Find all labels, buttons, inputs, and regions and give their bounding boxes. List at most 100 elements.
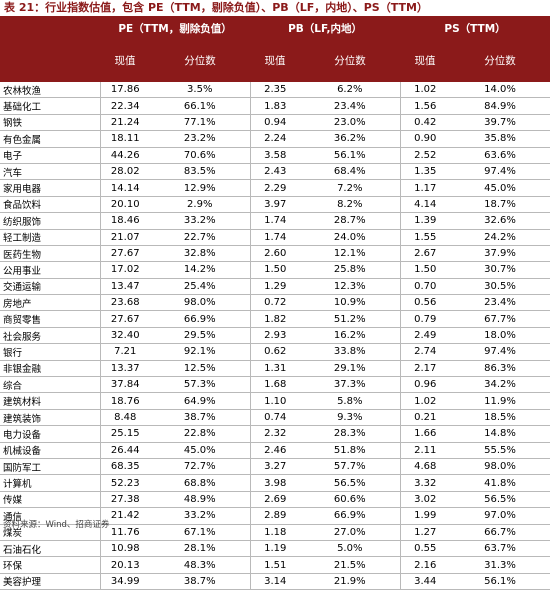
cell-pb-value: 1.10 bbox=[249, 392, 301, 410]
cell-pe-percentile: 33.2% bbox=[150, 507, 251, 525]
header-industry-blank bbox=[0, 18, 100, 38]
table-row: 机械设备 26.44 45.0% 2.46 51.8% 2.11 55.5% bbox=[0, 442, 550, 459]
cell-pb-percentile: 10.9% bbox=[300, 294, 401, 312]
cell-pe-value: 21.42 bbox=[99, 507, 150, 525]
cell-ps-value: 2.49 bbox=[399, 327, 451, 345]
cell-pb-value: 2.93 bbox=[249, 327, 301, 345]
cell-pb-percentile: 60.6% bbox=[300, 491, 401, 509]
cell-ps-value: 1.35 bbox=[399, 163, 451, 181]
header-pe-percentile: 分位数 bbox=[150, 38, 251, 82]
cell-pb-value: 1.29 bbox=[249, 278, 301, 296]
cell-pb-percentile: 23.4% bbox=[300, 97, 401, 115]
cell-pe-percentile: 48.3% bbox=[150, 556, 251, 574]
table-row: 电子 44.26 70.6% 3.58 56.1% 2.52 63.6% bbox=[0, 147, 550, 164]
cell-industry: 农林牧渔 bbox=[0, 82, 100, 99]
cell-pe-percentile: 66.9% bbox=[150, 310, 251, 328]
cell-pe-percentile: 64.9% bbox=[150, 392, 251, 410]
cell-industry: 医药生物 bbox=[0, 245, 100, 263]
table-row: 综合 37.84 57.3% 1.68 37.3% 0.96 34.2% bbox=[0, 376, 550, 394]
cell-pb-value: 2.43 bbox=[249, 163, 301, 181]
cell-ps-percentile: 98.0% bbox=[450, 458, 550, 476]
cell-industry: 家用电器 bbox=[0, 179, 100, 197]
cell-ps-percentile: 67.7% bbox=[450, 310, 550, 328]
header-pb-value: 现值 bbox=[250, 38, 301, 82]
cell-pb-value: 2.46 bbox=[249, 442, 301, 459]
cell-industry: 通信 bbox=[0, 507, 100, 525]
table-row: 传媒 27.38 48.9% 2.69 60.6% 3.02 56.5% bbox=[0, 491, 550, 509]
header-ps-value: 现值 bbox=[400, 38, 451, 82]
cell-pb-percentile: 28.7% bbox=[300, 212, 401, 230]
cell-pb-percentile: 28.3% bbox=[300, 425, 401, 443]
cell-pb-value: 2.24 bbox=[249, 130, 301, 148]
cell-ps-percentile: 63.7% bbox=[450, 540, 550, 558]
cell-pb-value: 3.97 bbox=[249, 196, 301, 214]
cell-ps-value: 1.39 bbox=[399, 212, 451, 230]
cell-pb-value: 2.35 bbox=[249, 82, 301, 99]
table-row: 汽车 28.02 83.5% 2.43 68.4% 1.35 97.4% bbox=[0, 163, 550, 181]
table-row: 银行 7.21 92.1% 0.62 33.8% 2.74 97.4% bbox=[0, 343, 550, 361]
cell-pb-percentile: 21.9% bbox=[300, 573, 401, 590]
cell-pb-value: 1.82 bbox=[249, 310, 301, 328]
cell-pe-value: 17.86 bbox=[99, 82, 150, 99]
cell-pe-percentile: 23.2% bbox=[150, 130, 251, 148]
cell-industry: 传媒 bbox=[0, 491, 100, 509]
cell-pb-percentile: 7.2% bbox=[300, 179, 401, 197]
table-row: 交通运输 13.47 25.4% 1.29 12.3% 0.70 30.5% bbox=[0, 278, 550, 296]
cell-ps-percentile: 55.5% bbox=[450, 442, 550, 459]
cell-pb-value: 1.83 bbox=[249, 97, 301, 115]
cell-ps-percentile: 24.2% bbox=[450, 229, 550, 246]
table-row: 建筑装饰 8.48 38.7% 0.74 9.3% 0.21 18.5% bbox=[0, 409, 550, 427]
cell-pb-percentile: 23.0% bbox=[300, 114, 401, 132]
cell-pe-percentile: 3.5% bbox=[150, 82, 251, 99]
cell-pe-value: 25.15 bbox=[99, 425, 150, 443]
cell-ps-value: 1.27 bbox=[399, 524, 451, 541]
cell-pb-percentile: 51.8% bbox=[300, 442, 401, 459]
cell-ps-value: 0.21 bbox=[399, 409, 451, 427]
cell-ps-value: 0.90 bbox=[399, 130, 451, 148]
cell-pb-value: 0.62 bbox=[249, 343, 301, 361]
table-row: 公用事业 17.02 14.2% 1.50 25.8% 1.50 30.7% bbox=[0, 261, 550, 279]
header-ps: PS（TTM） bbox=[400, 18, 550, 38]
cell-ps-value: 1.02 bbox=[399, 392, 451, 410]
cell-pb-percentile: 8.2% bbox=[300, 196, 401, 214]
table-row: 农林牧渔 17.86 3.5% 2.35 6.2% 1.02 14.0% bbox=[0, 82, 550, 99]
cell-pe-value: 13.37 bbox=[99, 360, 150, 378]
cell-industry: 轻工制造 bbox=[0, 229, 100, 246]
cell-pe-percentile: 2.9% bbox=[150, 196, 251, 214]
header-pe-value: 现值 bbox=[100, 38, 150, 82]
header-pe: PE（TTM，剔除负值） bbox=[100, 18, 251, 38]
cell-pb-percentile: 27.0% bbox=[300, 524, 401, 541]
cell-ps-value: 2.11 bbox=[399, 442, 451, 459]
table-row: 计算机 52.23 68.8% 3.98 56.5% 3.32 41.8% bbox=[0, 474, 550, 492]
cell-pe-percentile: 12.9% bbox=[150, 179, 251, 197]
cell-pe-percentile: 22.8% bbox=[150, 425, 251, 443]
cell-ps-value: 1.50 bbox=[399, 261, 451, 279]
cell-ps-value: 3.44 bbox=[399, 573, 451, 590]
cell-pb-percentile: 25.8% bbox=[300, 261, 401, 279]
header-ps-percentile: 分位数 bbox=[450, 38, 550, 82]
cell-pb-percentile: 33.8% bbox=[300, 343, 401, 361]
cell-ps-percentile: 84.9% bbox=[450, 97, 550, 115]
table-row: 商贸零售 27.67 66.9% 1.82 51.2% 0.79 67.7% bbox=[0, 310, 550, 328]
cell-pe-value: 27.67 bbox=[99, 245, 150, 263]
cell-pe-percentile: 25.4% bbox=[150, 278, 251, 296]
table-row: 钢铁 21.24 77.1% 0.94 23.0% 0.42 39.7% bbox=[0, 114, 550, 132]
cell-pb-value: 2.89 bbox=[249, 507, 301, 525]
cell-pe-value: 21.07 bbox=[99, 229, 150, 246]
cell-industry: 综合 bbox=[0, 376, 100, 394]
cell-pe-value: 18.76 bbox=[99, 392, 150, 410]
table-row: 通信 21.42 33.2% 2.89 66.9% 1.99 97.0% bbox=[0, 507, 550, 525]
cell-pe-value: 26.44 bbox=[99, 442, 150, 459]
cell-industry: 公用事业 bbox=[0, 261, 100, 279]
cell-pb-percentile: 56.1% bbox=[300, 147, 401, 164]
cell-pb-value: 2.29 bbox=[249, 179, 301, 197]
cell-ps-value: 0.79 bbox=[399, 310, 451, 328]
cell-pb-value: 1.50 bbox=[249, 261, 301, 279]
cell-ps-percentile: 31.3% bbox=[450, 556, 550, 574]
cell-pb-percentile: 66.9% bbox=[300, 507, 401, 525]
table-row: 国防军工 68.35 72.7% 3.27 57.7% 4.68 98.0% bbox=[0, 458, 550, 476]
cell-ps-percentile: 41.8% bbox=[450, 474, 550, 492]
cell-pb-value: 3.14 bbox=[249, 573, 301, 590]
cell-ps-value: 1.17 bbox=[399, 179, 451, 197]
cell-pe-value: 34.99 bbox=[99, 573, 150, 590]
